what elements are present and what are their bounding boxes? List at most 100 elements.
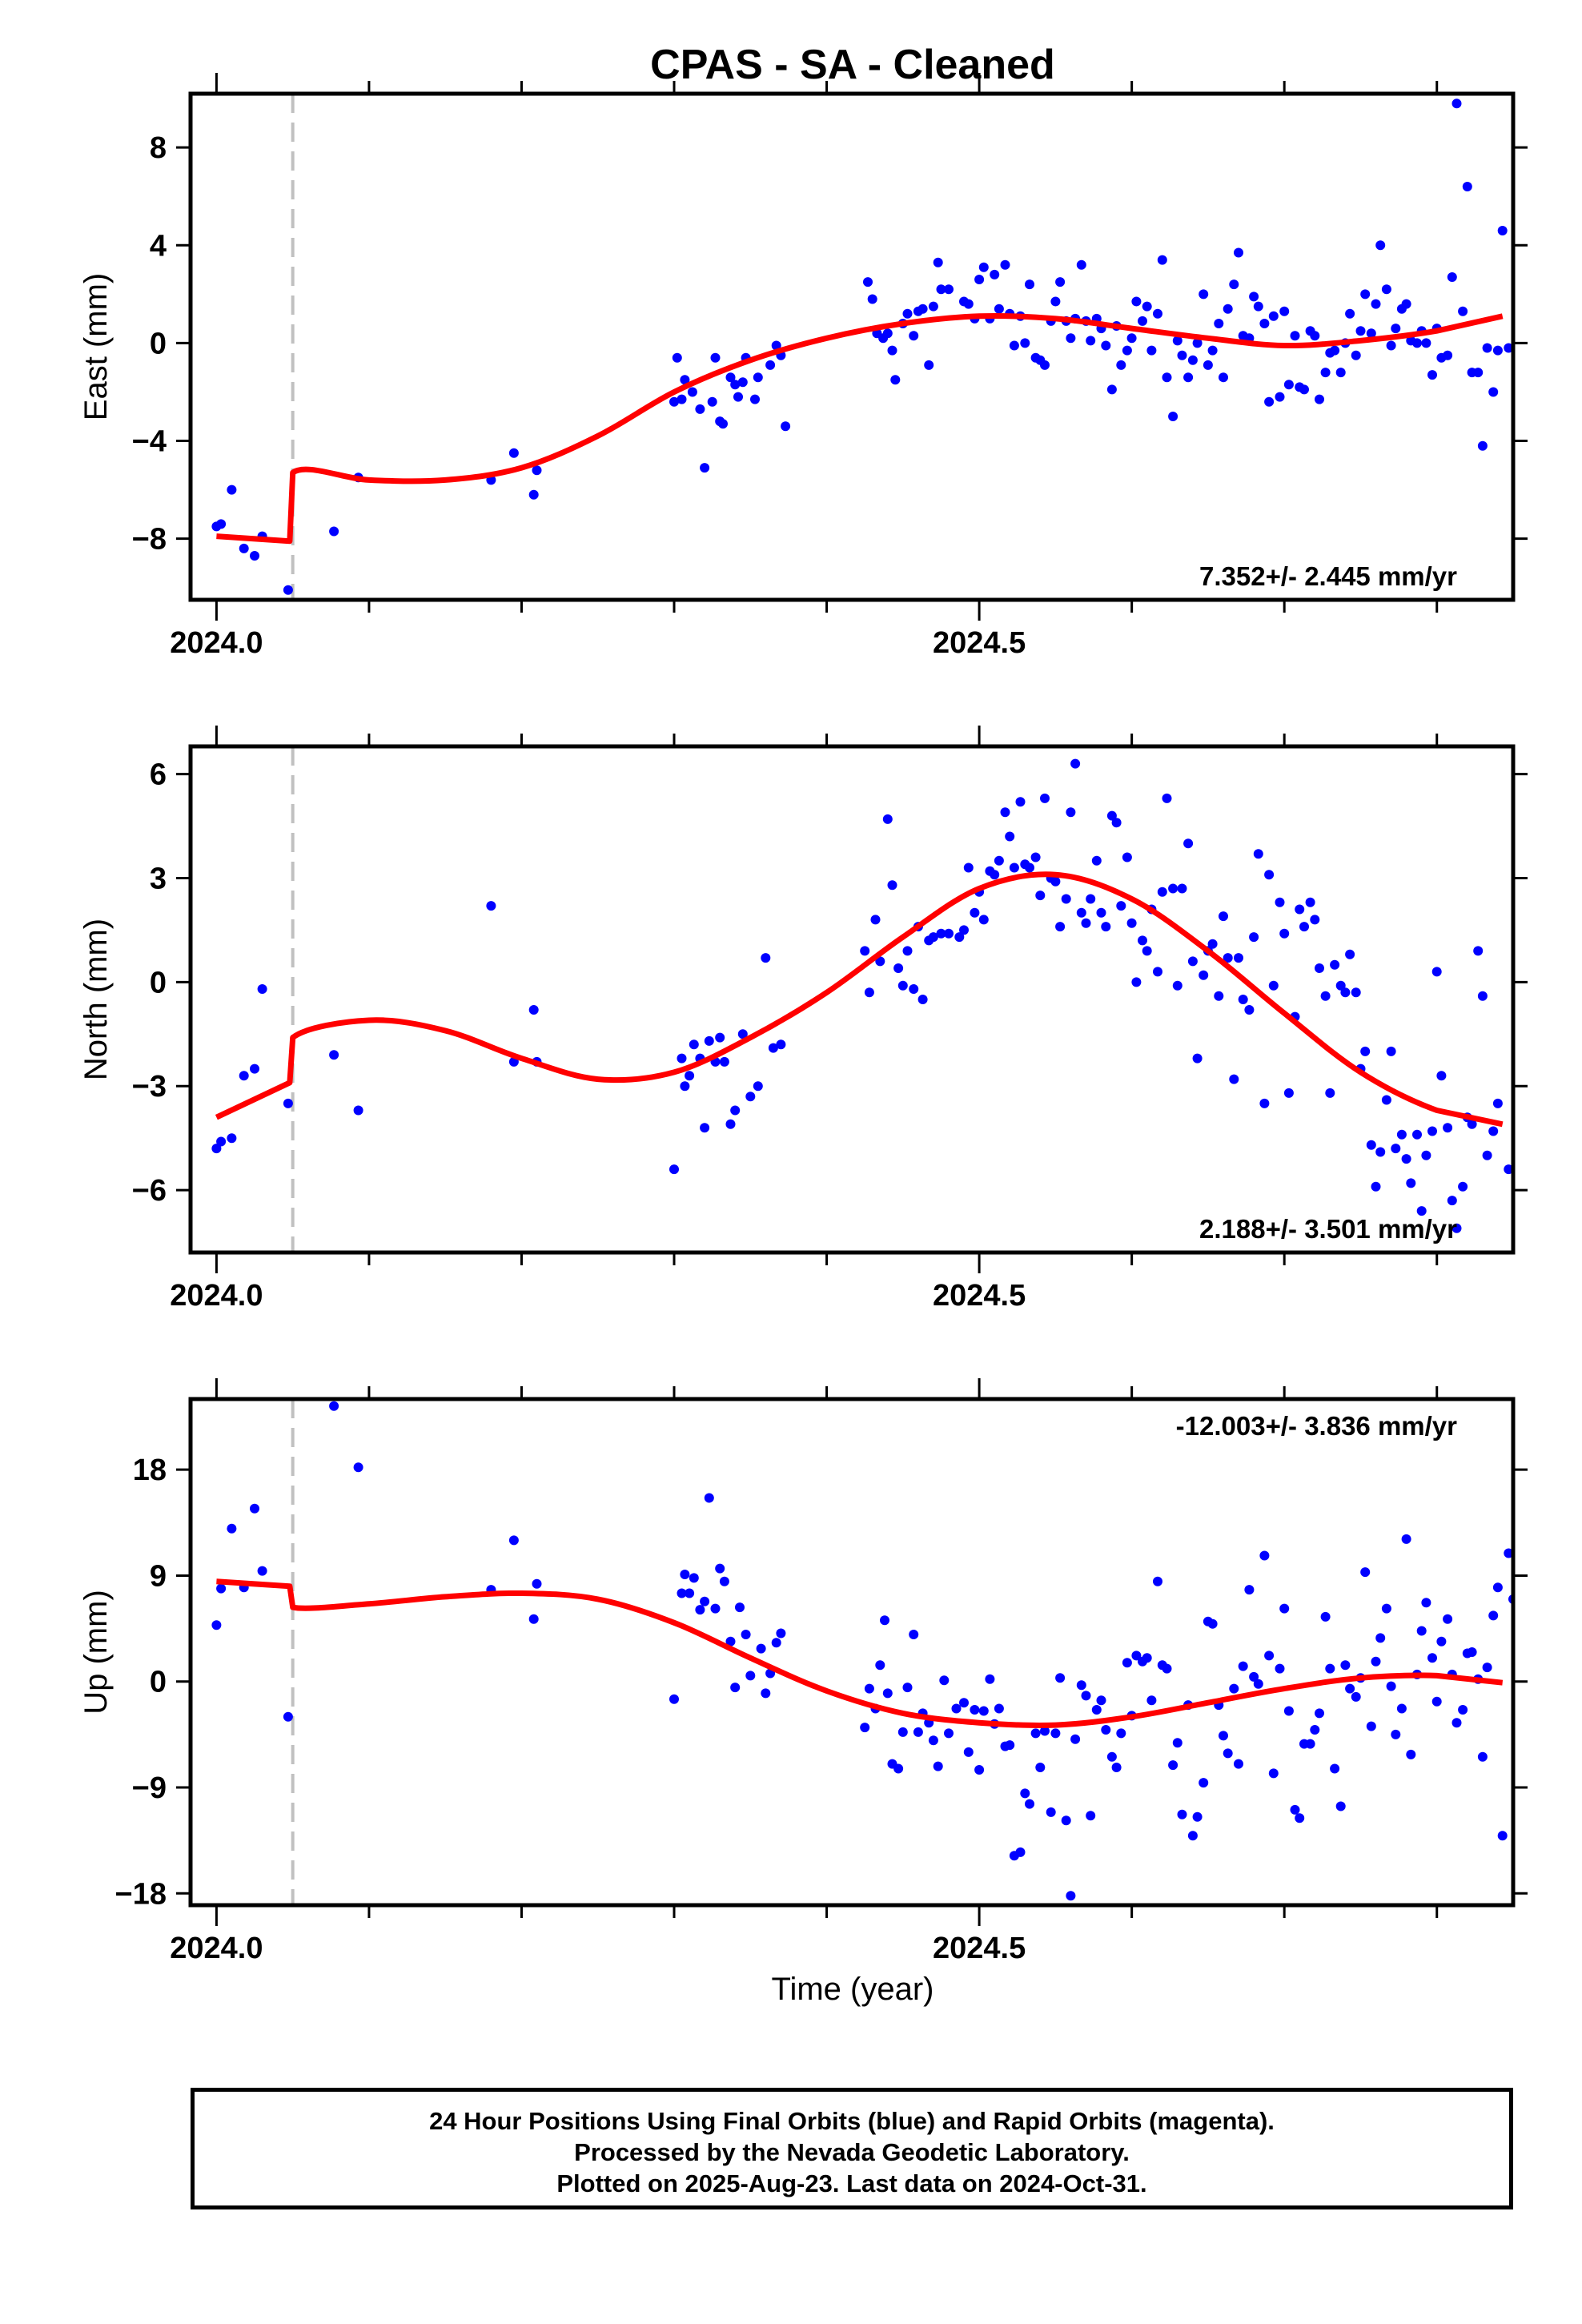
north-point	[1427, 1126, 1437, 1136]
east-point	[1234, 247, 1243, 258]
north-point	[1386, 1046, 1396, 1056]
east-point	[933, 257, 943, 267]
east-point	[1268, 311, 1279, 321]
up-point	[745, 1671, 756, 1681]
east-point	[978, 262, 989, 272]
north-point	[1081, 918, 1091, 928]
up-point	[1467, 1647, 1477, 1657]
east-point	[1299, 384, 1309, 395]
east-point	[227, 485, 237, 495]
up-point	[893, 1763, 904, 1774]
east-point	[1142, 301, 1152, 312]
north-point	[1157, 887, 1167, 897]
north-point	[978, 915, 989, 925]
east-point	[669, 396, 679, 407]
east-point	[1264, 396, 1275, 407]
east-point	[1183, 372, 1194, 383]
north-point	[1467, 1119, 1477, 1129]
up-point	[761, 1688, 771, 1699]
north-point	[1360, 1046, 1371, 1056]
north-xtick-label: 2024.5	[933, 1279, 1026, 1313]
up-point	[1131, 1651, 1142, 1661]
north-point	[753, 1081, 763, 1092]
up-point	[700, 1596, 710, 1606]
north-point	[963, 862, 974, 873]
north-rate-label: 2.188+/- 3.501 mm/yr	[1199, 1214, 1457, 1244]
up-point	[1111, 1763, 1122, 1772]
up-point	[715, 1563, 725, 1574]
east-point	[1086, 336, 1096, 346]
up-point	[1086, 1811, 1096, 1821]
north-point	[715, 1032, 725, 1043]
north-point	[1351, 987, 1361, 998]
up-point	[1375, 1633, 1386, 1643]
north-point	[970, 907, 980, 918]
north-point	[250, 1063, 259, 1074]
up-point	[508, 1535, 519, 1546]
up-point	[864, 1683, 874, 1694]
north-point	[1315, 963, 1324, 973]
north-point	[1345, 949, 1355, 959]
up-point	[1416, 1626, 1427, 1636]
north-point	[959, 925, 969, 935]
up-xtick-label: 2024.5	[933, 1932, 1026, 1965]
east-point	[867, 294, 877, 304]
east-point	[974, 275, 985, 284]
north-point	[917, 995, 928, 1004]
east-point	[1275, 392, 1285, 402]
east-point	[1172, 336, 1182, 346]
east-point	[902, 308, 913, 319]
north-point	[902, 946, 913, 956]
north-point	[730, 1105, 741, 1116]
up-point	[1310, 1725, 1320, 1735]
up-point	[216, 1583, 227, 1594]
north-point	[1268, 980, 1279, 991]
east-point	[1009, 340, 1019, 351]
east-point	[672, 352, 682, 363]
up-ytick-label: 9	[150, 1559, 167, 1593]
north-point	[1035, 891, 1046, 901]
north-point	[1207, 939, 1218, 949]
east-point	[1477, 440, 1488, 451]
east-point	[1360, 289, 1371, 300]
up-point	[1452, 1718, 1462, 1728]
east-point	[1283, 380, 1294, 390]
north-point	[1015, 797, 1026, 807]
north-point	[1138, 935, 1147, 946]
north-panel: −6 −3 0 3 6 2024.0 2024.5 North (mm) 2.188+/- 3.…	[78, 726, 1528, 1313]
east-frame	[188, 91, 1516, 602]
up-point	[735, 1602, 745, 1613]
north-point	[893, 963, 904, 973]
north-point	[353, 1105, 363, 1116]
north-point	[689, 1039, 699, 1050]
up-point	[928, 1735, 938, 1746]
north-point	[1244, 1005, 1255, 1015]
up-point	[710, 1603, 721, 1614]
east-point	[1050, 296, 1061, 307]
footer-line-3: Plotted on 2025-Aug-23. Last data on 202…	[556, 2169, 1147, 2197]
north-ytick-label: −6	[132, 1174, 167, 1208]
north-point	[1253, 849, 1263, 859]
north-point	[1458, 1181, 1468, 1192]
up-point	[1396, 1703, 1407, 1714]
up-point	[1504, 1548, 1513, 1558]
north-points	[211, 758, 1513, 1233]
east-point	[1177, 350, 1187, 360]
east-point	[1131, 296, 1142, 307]
up-point	[1229, 1683, 1239, 1694]
east-point	[1168, 412, 1178, 421]
east-point	[1214, 319, 1224, 328]
east-point	[677, 394, 687, 404]
east-point	[508, 448, 519, 458]
east-point	[250, 551, 259, 561]
east-point	[1391, 324, 1401, 334]
north-point	[737, 1029, 748, 1039]
up-point	[771, 1638, 781, 1648]
up-point	[1264, 1651, 1275, 1661]
up-point	[933, 1761, 943, 1771]
north-point	[1199, 970, 1209, 980]
east-point	[1253, 301, 1263, 312]
north-point	[239, 1071, 249, 1081]
east-point	[1106, 384, 1117, 395]
north-point	[1238, 995, 1248, 1004]
